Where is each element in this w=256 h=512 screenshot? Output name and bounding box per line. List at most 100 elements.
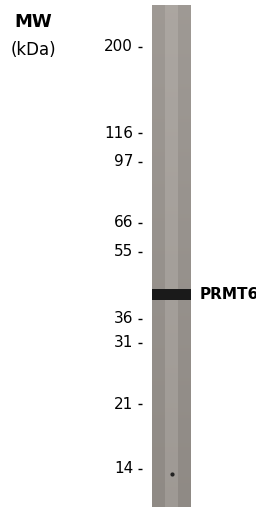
Bar	[165, 47, 178, 49]
Bar	[152, 8, 191, 10]
Bar	[152, 47, 191, 49]
Bar	[152, 463, 191, 465]
Bar	[165, 23, 178, 25]
Bar	[152, 460, 191, 462]
Bar	[152, 259, 191, 261]
Bar	[165, 204, 178, 206]
Bar	[152, 88, 191, 91]
Bar	[152, 404, 191, 407]
Bar	[165, 284, 178, 286]
Bar	[152, 287, 191, 289]
Bar	[152, 93, 191, 95]
Bar	[165, 331, 178, 333]
Bar	[165, 200, 178, 202]
Bar	[152, 478, 191, 480]
Bar	[152, 406, 191, 408]
Bar	[165, 75, 178, 77]
Bar	[152, 382, 191, 385]
Bar	[165, 18, 178, 20]
Bar	[152, 299, 191, 301]
Bar	[165, 51, 178, 54]
Bar	[165, 70, 178, 72]
Bar	[165, 366, 178, 368]
Bar	[165, 137, 178, 139]
Bar	[152, 184, 191, 186]
Bar	[165, 15, 178, 17]
Bar	[165, 179, 178, 181]
Bar	[152, 19, 191, 22]
Bar	[152, 31, 191, 34]
Bar	[152, 204, 191, 206]
Bar	[165, 255, 178, 258]
Bar	[152, 6, 191, 9]
Bar	[152, 40, 191, 42]
Bar	[152, 304, 191, 306]
Bar	[152, 192, 191, 194]
Bar	[152, 362, 191, 365]
Bar	[165, 180, 178, 182]
Bar	[152, 170, 191, 173]
Bar	[152, 98, 191, 100]
Bar	[165, 48, 178, 50]
Bar	[152, 435, 191, 437]
Bar	[152, 495, 191, 497]
Bar	[152, 237, 191, 239]
Bar	[165, 73, 178, 75]
Bar	[152, 172, 191, 174]
Bar	[165, 480, 178, 482]
Bar	[152, 230, 191, 232]
Bar	[165, 396, 178, 398]
Bar	[165, 105, 178, 107]
Bar	[165, 225, 178, 227]
Bar	[152, 216, 191, 218]
Bar	[152, 319, 191, 321]
Bar	[165, 312, 178, 314]
Bar	[152, 60, 191, 62]
Bar	[165, 150, 178, 152]
Bar	[152, 13, 191, 15]
Bar	[165, 250, 178, 252]
Bar	[152, 291, 191, 293]
Text: (kDa): (kDa)	[10, 41, 56, 59]
Bar	[165, 5, 178, 7]
Bar	[152, 159, 191, 161]
Bar	[152, 147, 191, 149]
Bar	[152, 252, 191, 254]
Bar	[152, 145, 191, 147]
Bar	[152, 56, 191, 59]
Bar	[165, 83, 178, 86]
Bar	[165, 324, 178, 326]
Bar	[152, 450, 191, 452]
Bar	[165, 492, 178, 494]
Bar	[152, 250, 191, 252]
Bar	[165, 352, 178, 355]
Bar	[165, 270, 178, 273]
Bar	[165, 444, 178, 446]
Bar	[165, 473, 178, 475]
Bar	[165, 41, 178, 44]
Bar	[165, 460, 178, 462]
Bar	[165, 202, 178, 204]
Bar	[165, 175, 178, 177]
Bar	[152, 51, 191, 54]
Bar	[165, 152, 178, 154]
Text: MW: MW	[14, 13, 52, 31]
Bar	[165, 436, 178, 438]
Bar	[165, 242, 178, 244]
Bar	[165, 362, 178, 365]
Bar	[165, 475, 178, 477]
Bar	[152, 70, 191, 72]
Bar	[152, 220, 191, 223]
Bar	[152, 81, 191, 84]
Bar	[152, 222, 191, 224]
Bar	[165, 336, 178, 338]
Bar	[165, 394, 178, 396]
Bar	[152, 244, 191, 246]
Bar	[152, 501, 191, 503]
Bar	[152, 227, 191, 229]
Bar	[152, 341, 191, 343]
Bar	[152, 461, 191, 463]
Bar	[152, 113, 191, 116]
Bar	[152, 337, 191, 339]
Bar	[165, 443, 178, 445]
